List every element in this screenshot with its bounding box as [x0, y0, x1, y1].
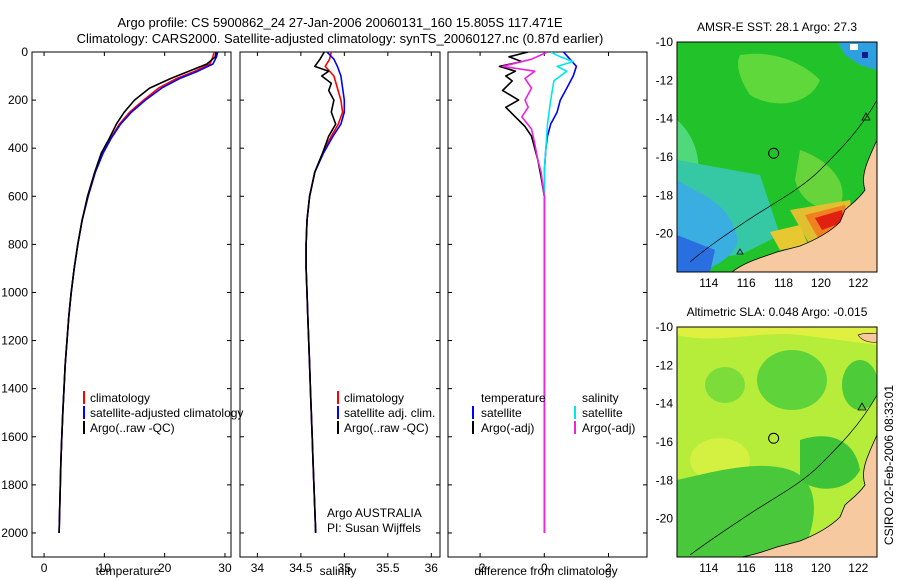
sst_map-ytick-label: -12: [656, 73, 674, 87]
argo-program-label: Argo AUSTRALIA: [327, 506, 422, 520]
difference-legend: temperature satellite Argo(-adj) salinit…: [472, 391, 635, 435]
sst_map-ytick-label: -16: [656, 150, 674, 164]
salinity-xtick-label: 34: [251, 561, 265, 575]
depth-tick-label: 1400: [1, 382, 28, 396]
sla_map-ytick-label: -20: [656, 512, 674, 526]
temperature-series-climatology: [58, 52, 215, 534]
temperature-series-argo-raw-qc-: [58, 52, 217, 534]
depth-tick-label: 800: [8, 237, 28, 251]
sla_map-float-circle: [768, 432, 780, 444]
argo-pi-label: PI: Susan Wijffels: [327, 521, 421, 535]
depth-tick-label: 1000: [1, 285, 28, 299]
sst_map-ytick-label: -20: [656, 227, 674, 241]
salinity-xlabel: salinity: [320, 564, 357, 578]
depth-tick-label: 1600: [1, 430, 28, 444]
depth-tick-label: 200: [8, 93, 28, 107]
sla_map-xtick-label: 118: [774, 561, 793, 575]
sla_map-ytick-label: -14: [656, 397, 674, 411]
sst_map-float-circle: [768, 147, 780, 159]
legend-label-argo: Argo(..raw -QC): [344, 421, 429, 435]
temperature-series: [58, 52, 219, 534]
salinity-series-argo-raw-qc-: [305, 52, 337, 534]
sla_map-ytick-label: -10: [656, 320, 674, 334]
sst_map-ytick-label: -14: [656, 112, 674, 126]
figure-title-line1: Argo profile: CS 5900862_24 27-Jan-2006 …: [117, 15, 562, 30]
figure-title-line2: Climatology: CARS2000. Satellite-adjuste…: [77, 31, 604, 46]
legend-label-climatology: climatology: [344, 391, 404, 405]
sst_map-xtick-label: 122: [848, 276, 868, 290]
temperature-xlabel: temperature: [96, 564, 161, 578]
salinity-legend: climatology satellite adj. clim. Argo(..…: [337, 391, 435, 435]
sla_map-ytick-label: -12: [656, 358, 674, 372]
sla_map-ytick-label: -18: [656, 473, 674, 487]
difference-series-salinity-argo-adj-: [501, 52, 548, 533]
sst_map-xtick-label: 118: [774, 276, 793, 290]
difference-xlabel: difference from climatology: [474, 564, 617, 578]
sst_map-ytick-label: -10: [656, 35, 674, 49]
depth-tick-label: 2000: [1, 526, 28, 540]
legend-label-satellite: satellite-adjusted climatology: [90, 406, 243, 420]
sla_map-xtick-label: 122: [848, 561, 868, 575]
difference-xtick-label: -2: [475, 561, 486, 575]
difference-series-temperature-argo-adj-: [498, 52, 546, 533]
legend-label-argo: Argo(..raw -QC): [90, 421, 175, 435]
difference-series-salinity-satellite: [543, 52, 575, 533]
depth-tick-label: 0: [21, 45, 28, 59]
salinity-xtick-label: 36: [425, 561, 439, 575]
legend-label-satellite: satellite adj. clim.: [344, 406, 435, 420]
difference-xtick-label: 2: [605, 561, 612, 575]
legend-heading-salinity: salinity: [582, 391, 619, 405]
depth-tick-label: 1800: [1, 478, 28, 492]
depth-tick-label: 400: [8, 141, 28, 155]
temperature-xtick-label: 10: [98, 561, 112, 575]
sla_map-xtick-label: 116: [737, 561, 756, 575]
sst-map-frame: [676, 41, 878, 273]
legend-label-climatology: climatology: [90, 391, 150, 405]
salinity-series: [305, 52, 346, 534]
temperature-xtick-label: 20: [158, 561, 172, 575]
salinity-series-climatology: [305, 52, 344, 534]
sst-float-marker: [768, 147, 780, 159]
sst-map-field: [677, 42, 877, 272]
axes-ticks: 0 10 20 30020040060080010001200140016001800…: [1, 35, 868, 575]
salinity-axes-frame: [239, 51, 441, 558]
sst_map-ytick-label: -18: [656, 188, 674, 202]
difference-series: [498, 52, 578, 533]
legend-heading-temperature: temperature: [481, 391, 546, 405]
sla_map-xtick-label: 120: [811, 561, 831, 575]
sst-map-title: AMSR-E SST: 28.1 Argo: 27.3: [697, 20, 857, 34]
sst_map-xtick-label: 114: [699, 276, 718, 290]
salinity-xtick-label: 35.5: [376, 561, 400, 575]
sla-map-title: Altimetric SLA: 0.048 Argo: -0.015: [687, 305, 868, 319]
sst_map-xtick-label: 120: [811, 276, 831, 290]
depth-tick-label: 1200: [1, 334, 28, 348]
salinity-xtick-label: 35: [338, 561, 352, 575]
depth-tick-label: 600: [8, 189, 28, 203]
difference-series-temperature-satellite: [543, 52, 578, 533]
csiro-timestamp: CSIRO 02-Feb-2006 08:33:01: [882, 385, 896, 545]
legend-label-temp-satellite: satellite: [481, 406, 522, 420]
sla_map-ytick-label: -16: [656, 435, 674, 449]
temperature-axes-frame: [31, 51, 232, 558]
sla-map-frame: [676, 326, 878, 558]
sla-float-marker: [768, 432, 780, 444]
salinity-xtick-label: 34.5: [289, 561, 313, 575]
temperature-series-satellite-adjusted-climatology: [58, 52, 219, 534]
legend-label-sal-satellite: satellite: [582, 406, 623, 420]
temperature-xtick-label: 0: [41, 561, 48, 575]
difference-xtick-label: 0: [541, 561, 548, 575]
legend-label-temp-argo: Argo(-adj): [481, 421, 534, 435]
sst_map-xtick-label: 116: [737, 276, 756, 290]
sla_map-xtick-label: 114: [699, 561, 718, 575]
temperature-legend: climatology satellite-adjusted climatolo…: [83, 391, 243, 435]
temperature-xtick-label: 30: [218, 561, 232, 575]
legend-label-sal-argo: Argo(-adj): [582, 421, 635, 435]
